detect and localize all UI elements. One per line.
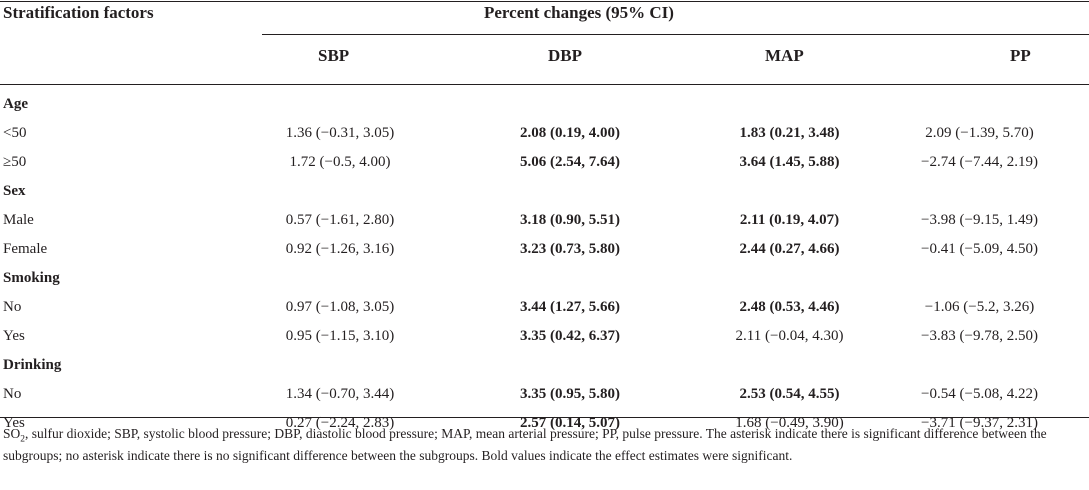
dbp-cell: 2.57 (0.14, 5.07) [520, 415, 620, 431]
sbp-cell: 1.72 (−0.5, 4.00) [289, 154, 391, 170]
group-row-age: Age [0, 90, 1089, 119]
row-label: Male [3, 212, 34, 228]
pp-cell: −0.54 (−5.08, 4.22) [921, 386, 1038, 402]
results-table: Age <50 1.36 (−0.31, 3.05) 2.08 (0.19, 4… [0, 90, 1089, 438]
pp-cell: 2.09 (−1.39, 5.70) [925, 125, 1034, 141]
table-row: Yes 0.27 (−2.24, 2.83) 2.57 (0.14, 5.07)… [0, 409, 1089, 438]
column-header-map: MAP [765, 46, 804, 65]
row-label: ≥50 [3, 154, 27, 170]
table-row: Male 0.57 (−1.61, 2.80) 3.18 (0.90, 5.51… [0, 206, 1089, 235]
sbp-cell: 1.36 (−0.31, 3.05) [285, 125, 395, 141]
sbp-cell: 0.92 (−1.26, 3.16) [285, 241, 395, 257]
pp-cell: −2.74 (−7.44, 2.19) [921, 154, 1038, 170]
pp-cell: −0.41 (−5.09, 4.50) [921, 241, 1038, 257]
table-row: <50 1.36 (−0.31, 3.05) 2.08 (0.19, 4.00)… [0, 119, 1089, 148]
row-label: Yes [3, 328, 25, 344]
table-row: No 0.97 (−1.08, 3.05) 3.44 (1.27, 5.66) … [0, 293, 1089, 322]
map-cell: 3.64 (1.45, 5.88) [739, 154, 840, 170]
table-row: Female 0.92 (−1.26, 3.16) 3.23 (0.73, 5.… [0, 235, 1089, 264]
table-row: Yes 0.95 (−1.15, 3.10) 3.35 (0.42, 6.37)… [0, 322, 1089, 351]
map-cell: 2.48 (0.53, 4.46) [739, 299, 840, 315]
row-label: Yes [3, 415, 25, 431]
group-row-smoking: Smoking [0, 264, 1089, 293]
sbp-cell: 0.95 (−1.15, 3.10) [285, 328, 395, 344]
row-label: No [3, 299, 22, 315]
sbp-cell: 0.27 (−2.24, 2.83) [285, 415, 395, 431]
pp-cell: −1.06 (−5.2, 3.26) [924, 299, 1035, 315]
table-bottom-rule [0, 417, 1089, 418]
group-label-sex: Sex [3, 183, 26, 199]
map-cell: 2.53 (0.54, 4.55) [739, 386, 840, 402]
map-cell: 1.68 (−0.49, 3.90) [735, 415, 844, 431]
dbp-cell: 3.35 (0.42, 6.37) [520, 328, 620, 344]
footnote-so2: SO [3, 426, 21, 441]
percent-changes-underline [262, 34, 1089, 35]
dbp-cell: 3.44 (1.27, 5.66) [520, 299, 620, 315]
sbp-cell: 0.97 (−1.08, 3.05) [285, 299, 395, 315]
table-top-rule [0, 1, 1089, 2]
pp-cell: −3.98 (−9.15, 1.49) [921, 212, 1038, 228]
map-cell: 2.11 (0.19, 4.07) [739, 212, 840, 228]
group-label-age: Age [3, 96, 28, 112]
row-label: No [3, 386, 22, 402]
stratification-factors-header: Stratification factors [3, 3, 154, 22]
table-footnote: SO2, sulfur dioxide; SBP, systolic blood… [3, 423, 1085, 467]
footnote-so2-subscript: 2 [20, 434, 26, 445]
map-cell: 2.11 (−0.04, 4.30) [735, 328, 844, 344]
column-header-dbp: DBP [548, 46, 582, 65]
group-row-sex: Sex [0, 177, 1089, 206]
row-label: <50 [3, 125, 27, 141]
header-bottom-rule [0, 84, 1089, 85]
column-header-pp: PP [1010, 46, 1031, 65]
table-row: No 1.34 (−0.70, 3.44) 3.35 (0.95, 5.80) … [0, 380, 1089, 409]
sbp-cell: 0.57 (−1.61, 2.80) [285, 212, 395, 228]
table-row: ≥50 1.72 (−0.5, 4.00) 5.06 (2.54, 7.64) … [0, 148, 1089, 177]
dbp-cell: 3.18 (0.90, 5.51) [520, 212, 620, 228]
dbp-cell: 2.08 (0.19, 4.00) [520, 125, 620, 141]
group-row-drinking: Drinking [0, 351, 1089, 380]
dbp-cell: 5.06 (2.54, 7.64) [520, 154, 620, 170]
group-label-drinking: Drinking [3, 357, 62, 373]
column-header-sbp: SBP [318, 46, 350, 65]
group-label-smoking: Smoking [3, 270, 60, 286]
map-cell: 1.83 (0.21, 3.48) [739, 125, 840, 141]
dbp-cell: 3.23 (0.73, 5.80) [520, 241, 620, 257]
dbp-cell: 3.35 (0.95, 5.80) [520, 386, 620, 402]
footnote-text: , sulfur dioxide; SBP, systolic blood pr… [3, 426, 1047, 463]
pp-cell: −3.71 (−9.37, 2.31) [921, 415, 1038, 431]
map-cell: 2.44 (0.27, 4.66) [739, 241, 840, 257]
pp-cell: −3.83 (−9.78, 2.50) [921, 328, 1038, 344]
row-label: Female [3, 241, 48, 257]
sbp-cell: 1.34 (−0.70, 3.44) [285, 386, 395, 402]
percent-changes-header: Percent changes (95% CI) [484, 3, 674, 22]
